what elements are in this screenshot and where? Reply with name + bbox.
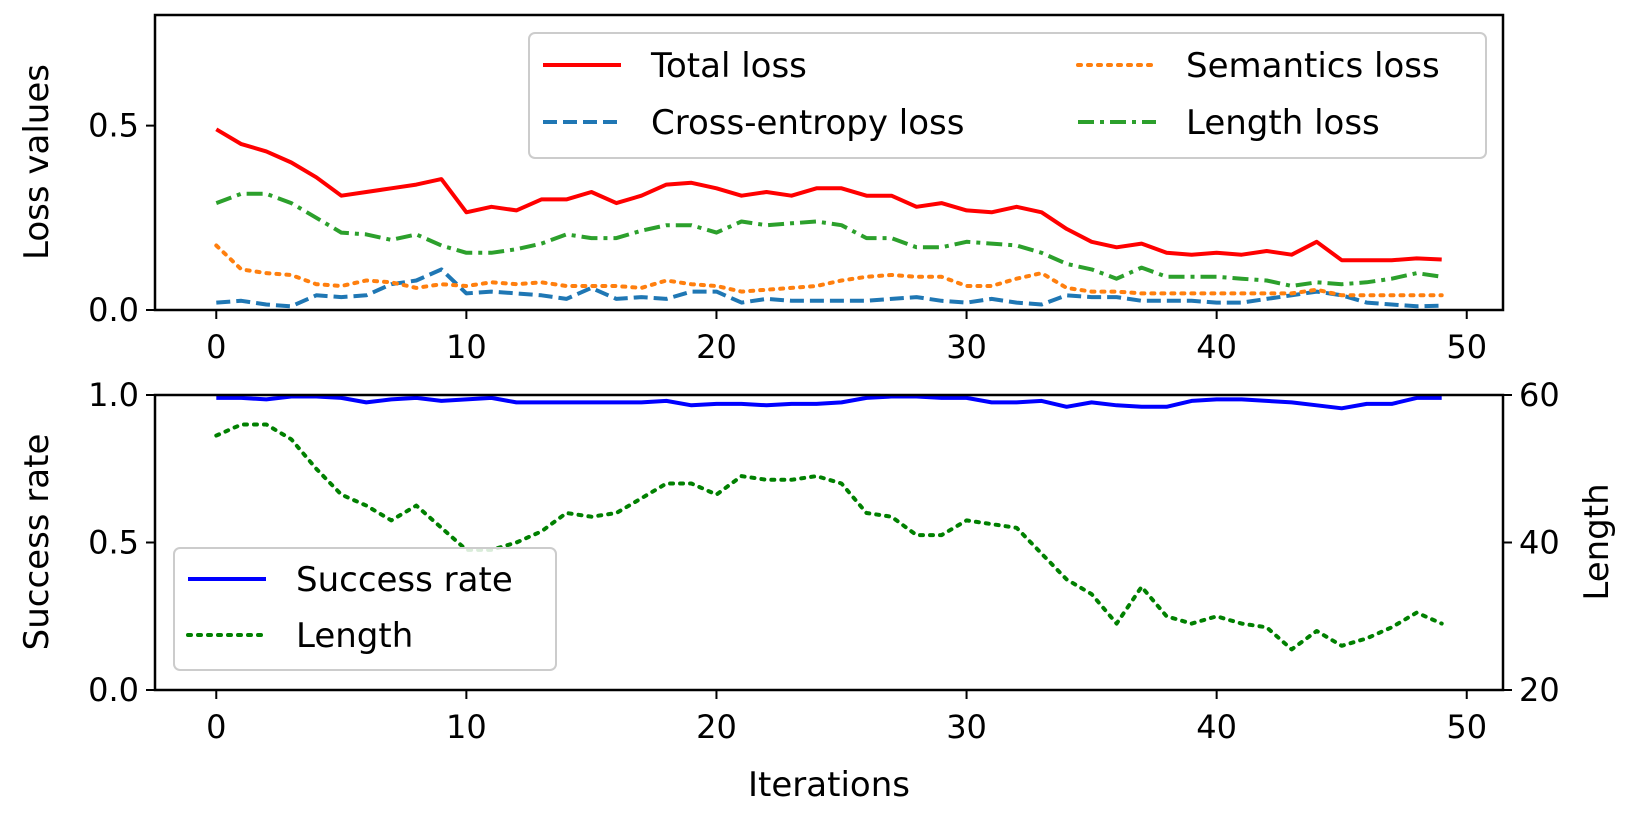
loss-plot-frame <box>153 13 1505 312</box>
success-x-tick-label: 10 <box>446 708 487 746</box>
loss-x-tick-label: 20 <box>696 328 737 366</box>
loss-y-tick-label: 0.0 <box>88 291 139 329</box>
success-x-tick-label: 50 <box>1446 708 1487 746</box>
loss-legend: Total loss Cross-entropy loss Semantics lo… <box>528 32 1487 159</box>
legend-label-cross-entropy-loss: Cross-entropy loss <box>651 103 965 143</box>
loss-x-tick-label: 40 <box>1196 328 1237 366</box>
series-line-total-loss <box>215 127 1442 263</box>
loss-values-panel: 0 10 20 30 40 50 0.0 0.5 Loss values Total los… <box>17 13 1505 366</box>
loss-x-tick-label: 0 <box>206 328 226 366</box>
success-series-lines <box>214 394 1444 652</box>
loss-x-ticks: 0 10 20 30 40 50 <box>206 310 1487 366</box>
loss-series-lines <box>214 127 1444 309</box>
x-axis-title: Iterations <box>748 765 910 805</box>
success-legend: Success rate Length <box>173 547 557 671</box>
success-x-ticks: 0 10 20 30 40 50 <box>206 690 1487 746</box>
series-line-length-loss <box>215 191 1442 288</box>
length-y-axis-title: Length <box>1577 483 1617 600</box>
success-y-ticks-left: 0.0 0.5 1.0 <box>88 376 155 709</box>
legend-label-semantics-loss: Semantics loss <box>1186 46 1440 86</box>
length-y-tick-label: 40 <box>1519 524 1560 562</box>
success-rate-panel: 0 10 20 30 40 50 0.0 0.5 1.0 20 40 60 Success rat… <box>17 376 1617 805</box>
success-y-tick-label: 0.5 <box>88 524 139 562</box>
success-x-tick-label: 30 <box>946 708 987 746</box>
series-line-cross-entropy-loss <box>216 267 1442 309</box>
series-line-length <box>214 422 1444 652</box>
series-line-success-rate <box>216 394 1442 411</box>
loss-legend-box <box>528 32 1487 159</box>
success-legend-box <box>173 547 557 671</box>
legend-label-success-rate: Success rate <box>296 560 513 600</box>
loss-x-tick-label: 30 <box>946 328 987 366</box>
loss-y-axis-title: Loss values <box>17 64 57 260</box>
loss-y-tick-label: 0.5 <box>88 107 139 145</box>
loss-y-ticks: 0.0 0.5 <box>88 107 155 329</box>
legend-label-total-loss: Total loss <box>650 46 807 86</box>
success-x-tick-label: 20 <box>696 708 737 746</box>
legend-label-length-loss: Length loss <box>1186 103 1380 143</box>
success-x-tick-label: 0 <box>206 708 226 746</box>
length-y-tick-label: 20 <box>1519 671 1560 709</box>
legend-label-length: Length <box>296 616 413 656</box>
loss-x-tick-label: 50 <box>1446 328 1487 366</box>
length-y-ticks-right: 20 40 60 <box>1503 376 1560 709</box>
success-x-tick-label: 40 <box>1196 708 1237 746</box>
series-line-semantics-loss <box>214 243 1444 298</box>
success-y-tick-label: 1.0 <box>88 376 139 414</box>
success-y-axis-title: Success rate <box>17 434 57 651</box>
loss-x-tick-label: 10 <box>446 328 487 366</box>
success-y-tick-label: 0.0 <box>88 671 139 709</box>
length-y-tick-label: 60 <box>1519 376 1560 414</box>
